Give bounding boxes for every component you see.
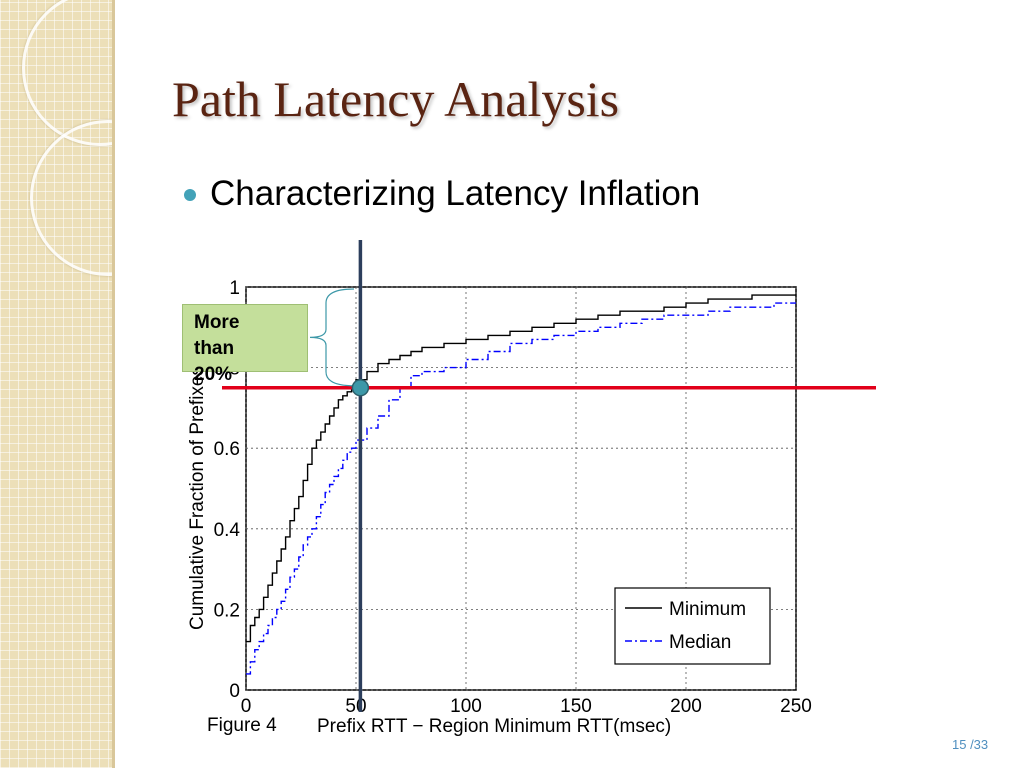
x-tick-label: 0 [241,696,252,717]
brace-annotation [309,288,355,387]
y-tick-label: 0.6 [214,439,240,460]
x-tick-label: 150 [560,696,592,717]
chart-annotations [222,240,876,712]
x-tick-label: 200 [670,696,702,717]
y-tick-label: 1 [229,278,240,299]
y-tick-label: 0.2 [214,600,240,621]
x-tick-label: 50 [345,696,366,717]
callout-box [182,304,308,372]
slide-title: Path Latency Analysis [172,71,620,127]
page-number: 15 /33 [952,737,989,752]
bullet-item: Characterizing Latency Inflation [184,174,700,214]
bullet-dot-icon [184,189,196,201]
y-tick-label: 0 [229,681,240,702]
x-axis-label: Prefix RTT − Region Minimum RTT(msec) [317,716,671,737]
series-line-median [246,302,796,675]
y-axis-label: Cumulative Fraction of Prefixes [187,366,208,630]
marker-point [351,379,370,397]
legend-label-minimum: Minimum [669,599,746,620]
legend-label-median: Median [669,632,731,653]
x-tick-label: 250 [780,696,812,717]
legend-box [614,587,771,665]
figure-caption: Figure 4 [207,715,277,736]
x-tick-label: 100 [450,696,482,717]
chart-legend: Minimum Median [614,587,771,665]
decorative-sidebar [0,0,112,768]
sidebar-edge [112,0,115,768]
bullet-text: Characterizing Latency Inflation [210,174,701,213]
chart-series [246,294,796,675]
callout-text: More than 20% [194,312,240,385]
y-tick-label: 0.4 [214,520,241,541]
series-line-minimum [246,294,796,643]
